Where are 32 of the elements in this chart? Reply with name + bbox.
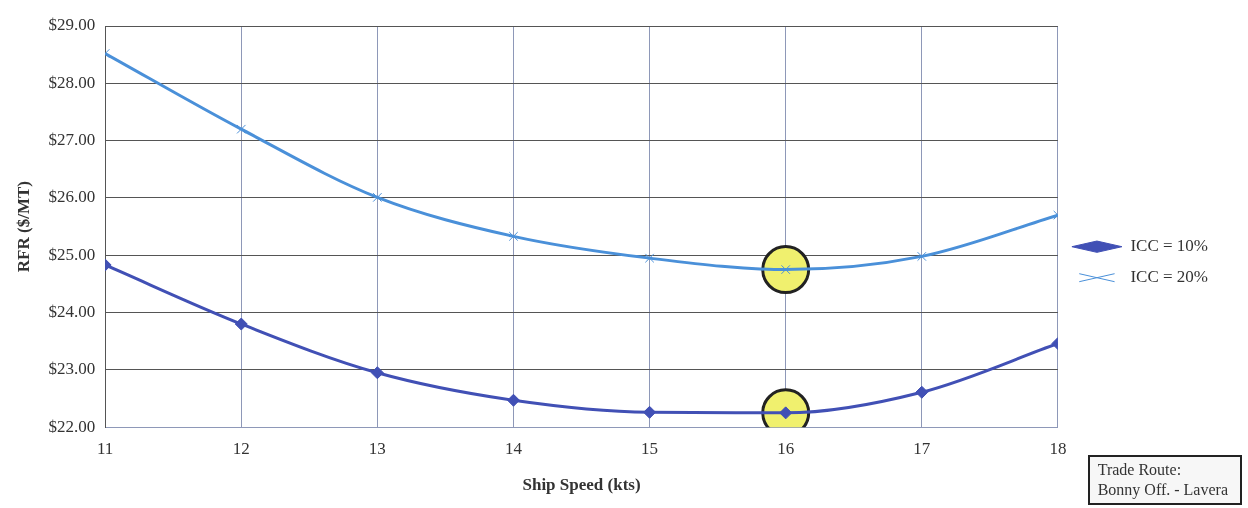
x-tick-label: 17 [913,438,931,458]
point [915,385,929,399]
point [643,405,657,419]
point [644,253,655,263]
y-tick-label: $22.00 [48,416,96,436]
y-tick-label: $27.00 [48,130,96,150]
y-tick-label: $24.00 [48,302,96,322]
y-axis-title: RFR ($/MT) [13,181,33,273]
y-tick-label: $23.00 [48,359,96,379]
y-tick-label: $29.00 [48,15,96,35]
x-axis-title: Ship Speed (kts) [522,475,641,495]
legend-label: ICC = 20% [1130,267,1209,287]
x-tick-label: 12 [232,438,250,458]
point [506,393,520,407]
x-tick-label: 18 [1049,438,1067,458]
point [372,192,383,203]
x-tick-label: 15 [641,438,659,458]
x-tick-label: 13 [368,438,386,458]
point [917,251,927,262]
x-tick-label: 14 [504,438,523,458]
point [780,264,791,275]
x-tick-label: 11 [96,438,114,458]
point [234,317,248,331]
x-tick-label: 16 [777,438,795,458]
point [370,366,384,380]
point [236,124,246,134]
point [508,231,519,242]
y-tick-label: $26.00 [48,187,96,207]
text: Trade Route: Bonny Off. - Lavera [1087,455,1242,505]
y-tick-label: $28.00 [48,72,96,92]
y-tick-label: $25.00 [48,244,96,264]
legend-label: ICC = 10% [1130,236,1209,256]
